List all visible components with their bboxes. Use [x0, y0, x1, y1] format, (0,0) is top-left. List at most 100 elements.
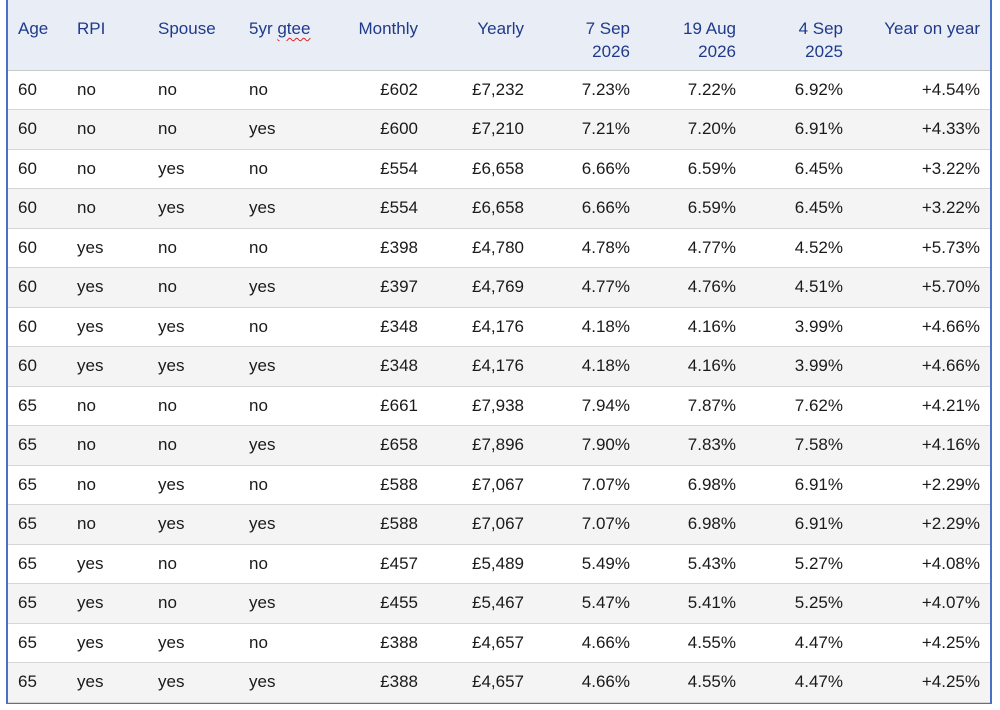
cell-age: 65	[8, 623, 67, 663]
cell-year-on-year: +4.07%	[853, 583, 990, 624]
cell-spouse: yes	[148, 188, 239, 229]
cell-guarantee: no	[239, 465, 331, 505]
cell-rate-date-1: 7.21%	[534, 109, 640, 150]
cell-monthly: £661	[331, 386, 428, 426]
cell-rate-date-3: 7.62%	[746, 386, 853, 426]
cell-guarantee: yes	[239, 504, 331, 545]
cell-guarantee: yes	[239, 662, 331, 703]
header-date-3-line2: 2025	[805, 42, 843, 61]
table-row: 65 yes yes no £388 £4,657 4.66% 4.55% 4.47% +4.25…	[8, 623, 990, 663]
cell-spouse: no	[148, 70, 239, 110]
cell-rate-date-3: 7.58%	[746, 425, 853, 466]
cell-age: 65	[8, 504, 67, 545]
cell-rate-date-1: 4.66%	[534, 623, 640, 663]
table-row: 60 yes yes yes £348 £4,176 4.18% 4.16% 3.99% +4.6…	[8, 346, 990, 387]
cell-monthly: £554	[331, 188, 428, 229]
cell-spouse: yes	[148, 504, 239, 545]
cell-rate-date-2: 7.22%	[640, 70, 746, 110]
cell-year-on-year: +5.70%	[853, 267, 990, 308]
cell-age: 65	[8, 386, 67, 426]
cell-guarantee: no	[239, 228, 331, 268]
cell-rate-date-2: 4.55%	[640, 662, 746, 703]
cell-rpi: no	[67, 504, 148, 545]
cell-rpi: yes	[67, 307, 148, 347]
cell-rate-date-3: 6.45%	[746, 188, 853, 229]
cell-rpi: no	[67, 425, 148, 466]
cell-age: 60	[8, 346, 67, 387]
cell-rate-date-1: 6.66%	[534, 149, 640, 189]
cell-guarantee: yes	[239, 109, 331, 150]
table-row: 60 yes no no £398 £4,780 4.78% 4.77% 4.52% +5.73%	[8, 228, 990, 268]
cell-rate-date-3: 3.99%	[746, 307, 853, 347]
cell-rate-date-3: 4.51%	[746, 267, 853, 308]
cell-monthly: £588	[331, 465, 428, 505]
cell-year-on-year: +4.66%	[853, 307, 990, 347]
cell-yearly: £7,938	[428, 386, 534, 426]
cell-rate-date-2: 4.16%	[640, 307, 746, 347]
header-date-3-line1: 4 Sep	[798, 19, 843, 38]
cell-yearly: £4,657	[428, 662, 534, 703]
cell-monthly: £600	[331, 109, 428, 150]
cell-monthly: £388	[331, 623, 428, 663]
cell-yearly: £7,067	[428, 504, 534, 545]
cell-monthly: £398	[331, 228, 428, 268]
cell-spouse: no	[148, 109, 239, 150]
cell-yearly: £7,210	[428, 109, 534, 150]
cell-spouse: yes	[148, 662, 239, 703]
cell-spouse: no	[148, 583, 239, 624]
cell-rpi: yes	[67, 623, 148, 663]
header-row: Age RPI Spouse 5yr gtee Monthly Yearly 7…	[8, 0, 990, 71]
header-date-1-line2: 2026	[592, 42, 630, 61]
header-guarantee: 5yr gtee	[239, 0, 331, 71]
cell-rate-date-3: 4.47%	[746, 662, 853, 703]
cell-yearly: £4,780	[428, 228, 534, 268]
cell-rate-date-2: 7.20%	[640, 109, 746, 150]
cell-monthly: £348	[331, 346, 428, 387]
cell-rpi: no	[67, 70, 148, 110]
cell-monthly: £658	[331, 425, 428, 466]
cell-age: 65	[8, 662, 67, 703]
cell-age: 60	[8, 70, 67, 110]
cell-spouse: yes	[148, 465, 239, 505]
header-date-1-line1: 7 Sep	[585, 19, 630, 38]
cell-year-on-year: +4.16%	[853, 425, 990, 466]
cell-year-on-year: +4.25%	[853, 623, 990, 663]
cell-monthly: £388	[331, 662, 428, 703]
cell-guarantee: yes	[239, 583, 331, 624]
cell-age: 65	[8, 465, 67, 505]
cell-rpi: no	[67, 188, 148, 229]
cell-spouse: no	[148, 544, 239, 584]
cell-rate-date-1: 4.18%	[534, 346, 640, 387]
cell-rate-date-2: 5.41%	[640, 583, 746, 624]
table-row: 65 no no no £661 £7,938 7.94% 7.87% 7.62% +4.21%	[8, 386, 990, 426]
cell-rate-date-2: 7.87%	[640, 386, 746, 426]
cell-spouse: no	[148, 386, 239, 426]
cell-rate-date-1: 7.90%	[534, 425, 640, 466]
cell-rate-date-2: 4.76%	[640, 267, 746, 308]
cell-rate-date-1: 5.49%	[534, 544, 640, 584]
cell-rate-date-2: 4.77%	[640, 228, 746, 268]
cell-rpi: no	[67, 386, 148, 426]
header-guarantee-prefix: 5yr	[249, 19, 278, 38]
cell-rpi: yes	[67, 544, 148, 584]
cell-year-on-year: +2.29%	[853, 465, 990, 505]
annuity-rates-table: Age RPI Spouse 5yr gtee Monthly Yearly 7…	[8, 0, 990, 703]
cell-guarantee: yes	[239, 425, 331, 466]
cell-spouse: no	[148, 425, 239, 466]
cell-age: 60	[8, 188, 67, 229]
cell-rate-date-2: 4.55%	[640, 623, 746, 663]
annuity-rates-table-frame: Age RPI Spouse 5yr gtee Monthly Yearly 7…	[6, 0, 992, 704]
header-year-on-year: Year on year	[853, 0, 990, 71]
header-rpi: RPI	[67, 0, 148, 71]
cell-yearly: £4,176	[428, 346, 534, 387]
cell-rate-date-2: 5.43%	[640, 544, 746, 584]
cell-rpi: yes	[67, 346, 148, 387]
cell-rate-date-1: 4.66%	[534, 662, 640, 703]
cell-age: 60	[8, 267, 67, 308]
cell-rpi: no	[67, 149, 148, 189]
table-row: 60 no yes yes £554 £6,658 6.66% 6.59% 6.45% +3.22…	[8, 188, 990, 229]
header-date-2-line2: 2026	[698, 42, 736, 61]
table-row: 60 no no yes £600 £7,210 7.21% 7.20% 6.91% +4.33%	[8, 109, 990, 150]
cell-monthly: £457	[331, 544, 428, 584]
table-row: 60 no yes no £554 £6,658 6.66% 6.59% 6.45% +3.22%	[8, 149, 990, 189]
